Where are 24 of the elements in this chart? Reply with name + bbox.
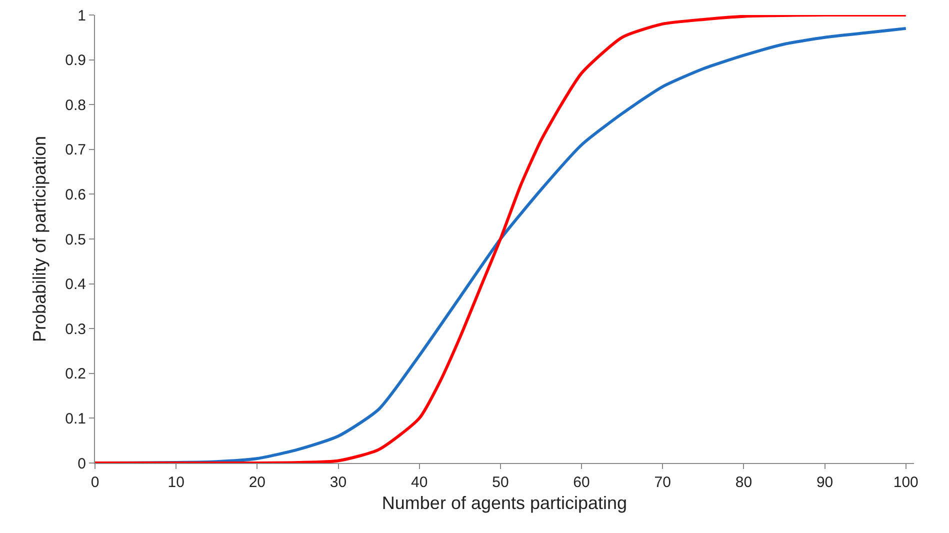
x-axis-title: Number of agents participating bbox=[382, 493, 628, 514]
x-tick-label: 40 bbox=[411, 474, 428, 491]
x-tick-label: 0 bbox=[90, 474, 100, 491]
y-tick-label: 0.7 bbox=[65, 142, 86, 159]
x-tick-label: 80 bbox=[735, 474, 752, 491]
y-tick-label: 0 bbox=[78, 455, 86, 472]
y-tick-label: 0.5 bbox=[65, 231, 86, 248]
y-tick-label: 0.1 bbox=[65, 410, 86, 428]
y-tick-label: 0.6 bbox=[65, 186, 86, 204]
x-tick-label: 100 bbox=[893, 474, 918, 491]
x-tick-label: 20 bbox=[248, 474, 266, 491]
x-tick-label: 10 bbox=[168, 474, 184, 491]
y-tick-label: 0.3 bbox=[65, 320, 86, 338]
x-tick-label: 60 bbox=[573, 474, 590, 491]
y-tick-label: 0.9 bbox=[65, 52, 86, 70]
x-tick-label: 90 bbox=[816, 474, 834, 491]
x-tick-label: 30 bbox=[330, 474, 347, 491]
y-tick-label: 1 bbox=[78, 7, 86, 24]
y-tick-label: 0.8 bbox=[65, 96, 86, 114]
y-tick-label: 0.2 bbox=[65, 366, 86, 383]
y-tick-label: 0.4 bbox=[65, 276, 86, 294]
x-tick-label: 70 bbox=[654, 474, 671, 491]
x-tick-label: 50 bbox=[492, 474, 509, 491]
y-axis-title: Probability of participation bbox=[29, 136, 50, 342]
